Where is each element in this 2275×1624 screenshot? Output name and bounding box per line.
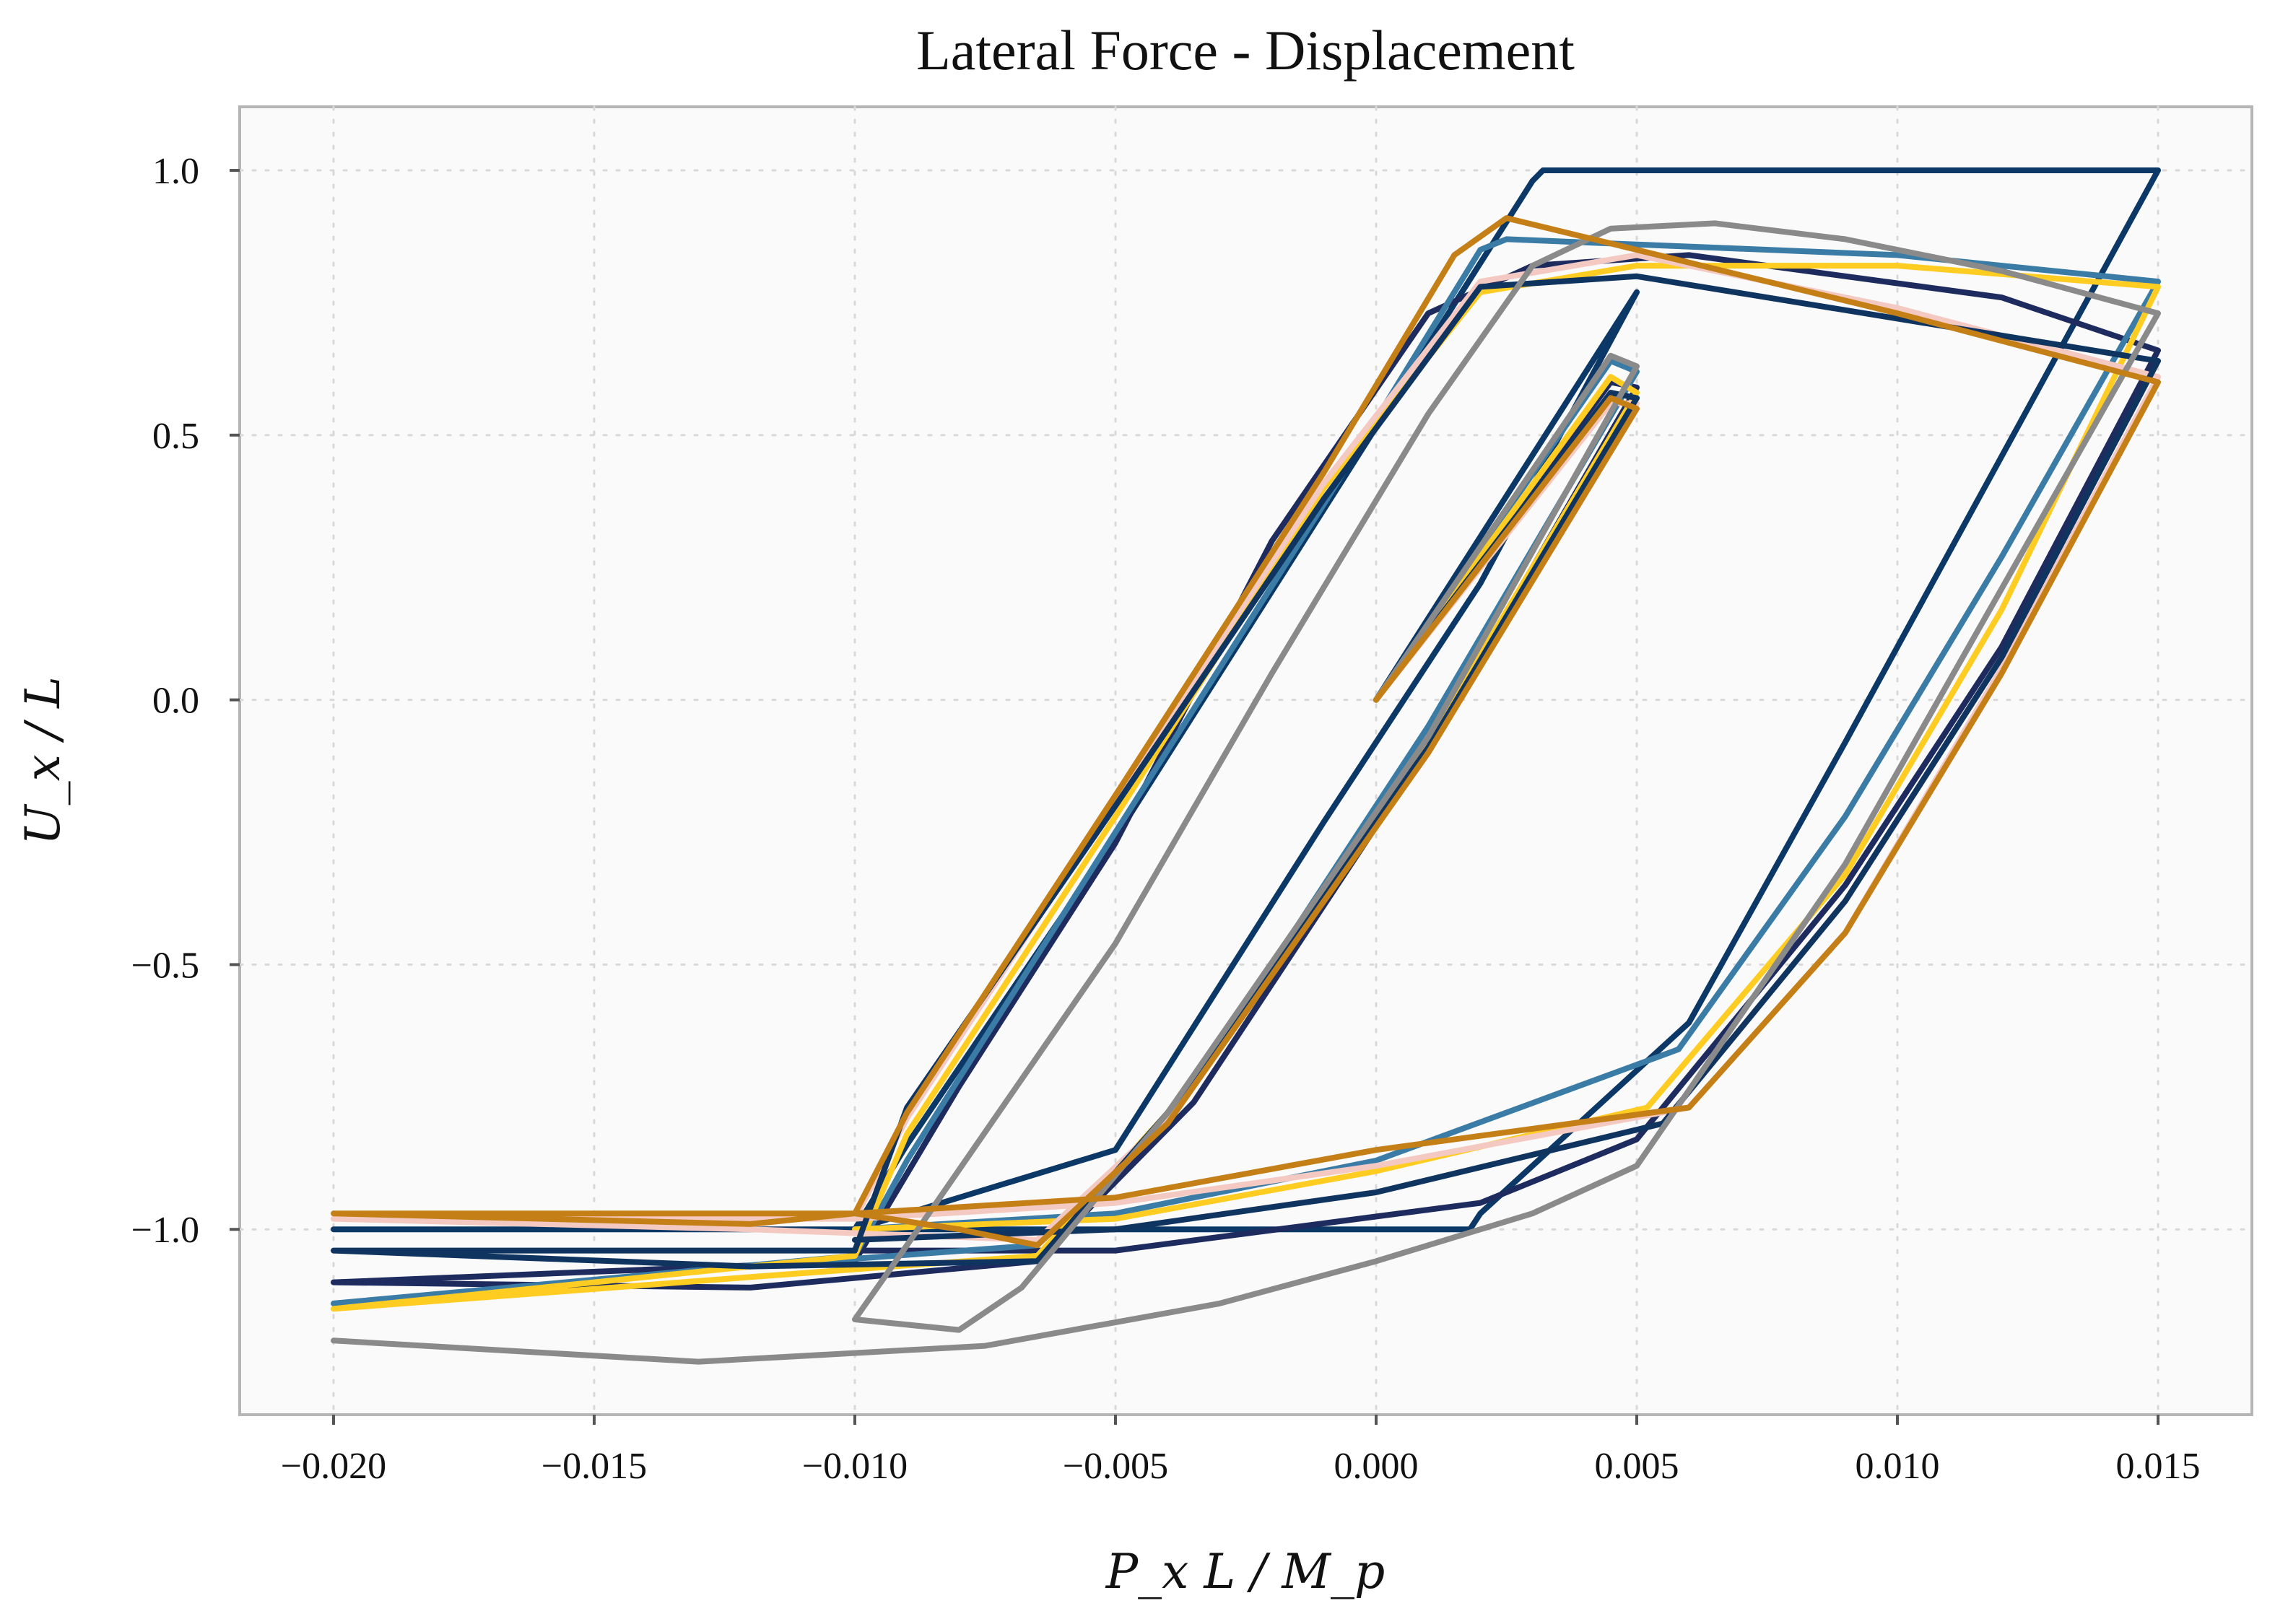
- y-tick-label-1: −0.5: [131, 945, 199, 986]
- x-tick-label-3: −0.005: [1063, 1446, 1168, 1487]
- series-line-6: [331, 273, 2161, 1270]
- y-tick-label-4: 1.0: [152, 151, 199, 192]
- x-tick-label-2: −0.010: [802, 1446, 908, 1487]
- x-tick-label-7: 0.015: [2116, 1446, 2201, 1487]
- y-axis-label: U_x / L: [15, 676, 71, 845]
- series-group: [331, 167, 2161, 1365]
- y-axis-ticks: −1.0 −0.5 0.0 0.5 1.0: [131, 151, 240, 1251]
- x-tick-label-6: 0.010: [1856, 1446, 1940, 1487]
- y-tick-label-0: −1.0: [131, 1210, 199, 1251]
- x-tick-label-4: 0.000: [1334, 1446, 1419, 1487]
- y-tick-label-2: 0.0: [152, 681, 199, 722]
- x-axis-ticks: −0.020 −0.015 −0.010 −0.005 0.000 0.005 0.010 0…: [281, 1415, 2201, 1487]
- y-tick-label-3: 0.5: [152, 416, 199, 457]
- x-tick-label-1: −0.015: [541, 1446, 647, 1487]
- chart-title: Lateral Force - Displacement: [916, 19, 1575, 82]
- x-tick-label-5: 0.005: [1595, 1446, 1679, 1487]
- x-tick-label-0: −0.020: [281, 1446, 386, 1487]
- series-line-8: [331, 215, 2161, 1249]
- series-line-2: [331, 252, 2161, 1291]
- x-axis-label: P_x L / M_p: [1105, 1544, 1385, 1599]
